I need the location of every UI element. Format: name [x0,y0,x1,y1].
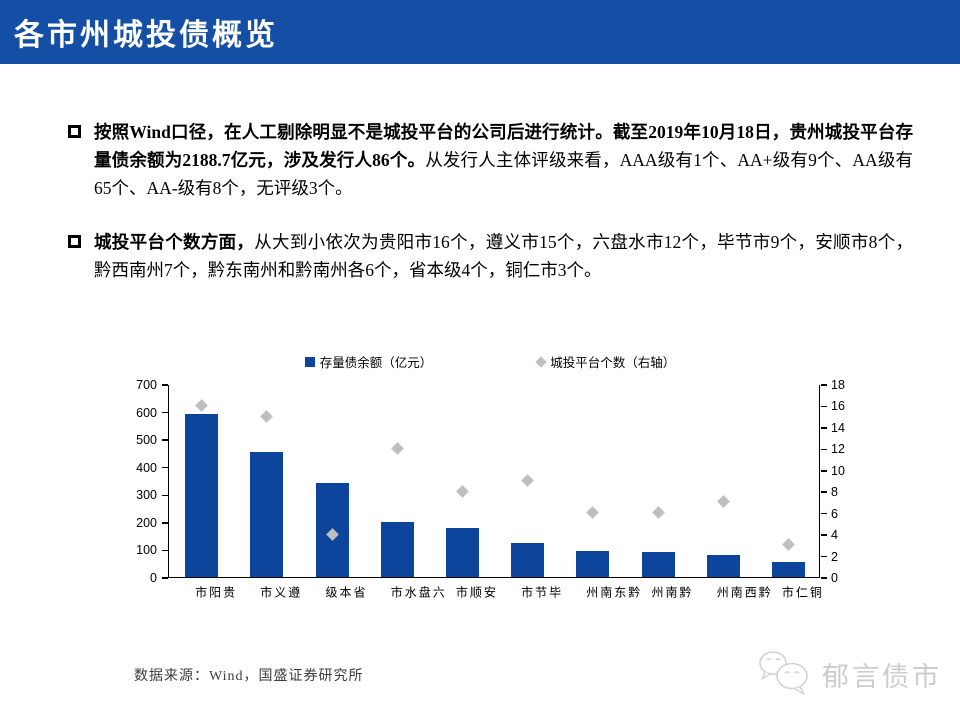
left-axis-tick [161,494,168,497]
scatter-point-贵阳市 [195,399,208,412]
x-axis-label-省本级: 省本级 [324,586,366,601]
right-axis-tick [820,384,827,386]
scatter-point-黔东南州 [586,506,600,520]
right-axis-tick [820,512,827,515]
right-axis-label: 16 [831,399,845,414]
bar-黔东南州 [576,550,610,577]
x-axis-label-毕节市: 毕节市 [519,586,562,601]
x-axis-label-黔西南州: 黔西南州 [715,586,772,601]
left-axis-label: 400 [136,460,157,475]
scatter-point-遵义市 [260,409,274,423]
scatter-point-毕节市 [521,474,534,487]
left-axis-tick [161,522,168,524]
left-axis-label: 700 [136,378,157,392]
scatter-point-铜仁市 [782,538,795,552]
bullet-2-bold: 城投平台个数方面， [94,232,255,252]
legend-item-bars: 存量债余额（亿元） [304,352,433,371]
bullet-2-regular: 从大到小依次为贵阳市16个，遵义市15个，六盘水市12个，毕节市9个，安顺市8个… [94,232,914,280]
left-axis-label: 100 [136,543,157,558]
legend-item-scatter: 城投平台个数（右轴） [535,352,676,371]
bar-安顺市 [445,528,479,577]
x-axis-label-黔南州: 黔南州 [650,586,692,601]
left-axis-label: 600 [136,405,157,420]
bar-贵阳市 [185,413,219,577]
left-axis-tick [161,549,168,552]
left-axis-label: 200 [136,515,157,530]
watermark-text: 郁言债市 [822,662,942,692]
right-axis-label: 8 [831,485,838,500]
left-axis-label: 0 [150,571,157,585]
bullet-item-1: 按照Wind口径，在人工剔除明显不是城投平台的公司后进行统计。截至2019年10… [68,118,913,202]
bullet-text-2: 城投平台个数方面，从大到小依次为贵阳市16个，遵义市15个，六盘水市12个，毕节… [94,228,913,284]
title-bar: 各市州城投债概览 [0,0,960,64]
bar-遵义市 [250,451,284,577]
right-axis-tick [820,470,827,472]
legend-label: 城投平台个数（右轴） [550,356,676,370]
right-axis-label: 2 [831,549,838,564]
right-axis-tick [820,448,827,451]
right-axis-tick [820,427,827,429]
right-axis-tick [820,405,827,408]
left-axis-tick [161,411,168,414]
x-axis-label-遵义市: 遵义市 [258,586,301,601]
left-axis-label: 500 [136,433,157,448]
bullet-item-2: 城投平台个数方面，从大到小依次为贵阳市16个，遵义市15个，六盘水市12个，毕节… [68,228,913,284]
bar-毕节市 [511,542,545,577]
right-axis-tick [820,577,827,579]
bullet-list: 按照Wind口径，在人工剔除明显不是城投平台的公司后进行统计。截至2019年10… [68,118,913,284]
data-source-note: 数据来源：Wind，国盛证券研究所 [134,669,364,684]
right-axis-label: 14 [831,420,845,435]
left-axis-tick [161,466,168,469]
bar-六盘水市 [380,522,414,577]
bullet-text-1: 按照Wind口径，在人工剔除明显不是城投平台的公司后进行统计。截至2019年10… [94,118,913,202]
watermark: 郁言债市 [756,648,942,701]
x-axis-label-黔东南州: 黔东南州 [584,586,641,601]
right-axis-label: 0 [831,571,838,585]
chart-plot-area: 0 100 200 300 400 500 600 700 0 2 4 6 8 10 12 14 16 18 贵阳市… [136,378,845,601]
bullet-1-regular: 从发行人主体评级来看，AAA级有1个、AA+级有9个、AA级有65个、AA-级有… [94,150,914,198]
right-axis-label: 10 [831,463,845,478]
right-axis-tick [820,555,827,558]
bar-铜仁市 [771,561,805,577]
bullet-1-bold: 按照Wind口径，在人工剔除明显不是城投平台的公司后进行统计。截至2019年10… [94,122,913,170]
right-axis-label: 12 [831,442,845,457]
scatter-point-黔西南州 [716,495,730,509]
chart-legend: 存量债余额（亿元） 城投平台个数（右轴） [130,352,850,371]
right-axis-label: 4 [831,528,838,543]
square-bullet-icon [68,235,81,248]
right-axis-label: 18 [831,378,845,392]
left-axis-tick [161,384,168,386]
right-axis-label: 6 [831,506,838,521]
scatter-point-安顺市 [456,484,469,498]
x-axis-label-贵阳市: 贵阳市 [193,586,236,601]
legend-label: 存量债余额（亿元） [319,356,433,370]
square-bullet-icon [68,125,81,138]
left-axis-tick [161,439,168,441]
legend-diamond-icon [535,355,547,368]
left-axis-tick [161,577,168,579]
wechat-bubbles-icon [756,648,814,701]
right-axis-tick [820,534,827,536]
legend-square-icon [304,356,315,367]
x-axis-label-铜仁市: 铜仁市 [780,586,823,601]
x-axis-label-六盘水市: 六盘水市 [389,586,446,601]
bar-黔南州 [641,552,675,577]
x-axis-label-安顺市: 安顺市 [454,586,497,601]
bar-黔西南州 [706,554,740,577]
scatter-point-黔南州 [651,506,665,520]
right-axis-tick [820,491,827,493]
page-title: 各市州城投债概览 [14,19,278,52]
scatter-point-六盘水市 [390,441,404,455]
combo-chart: 存量债余额（亿元） 城投平台个数（右轴） 0 100 200 300 400 500 600 7… [130,350,850,664]
left-axis-label: 300 [136,488,157,503]
